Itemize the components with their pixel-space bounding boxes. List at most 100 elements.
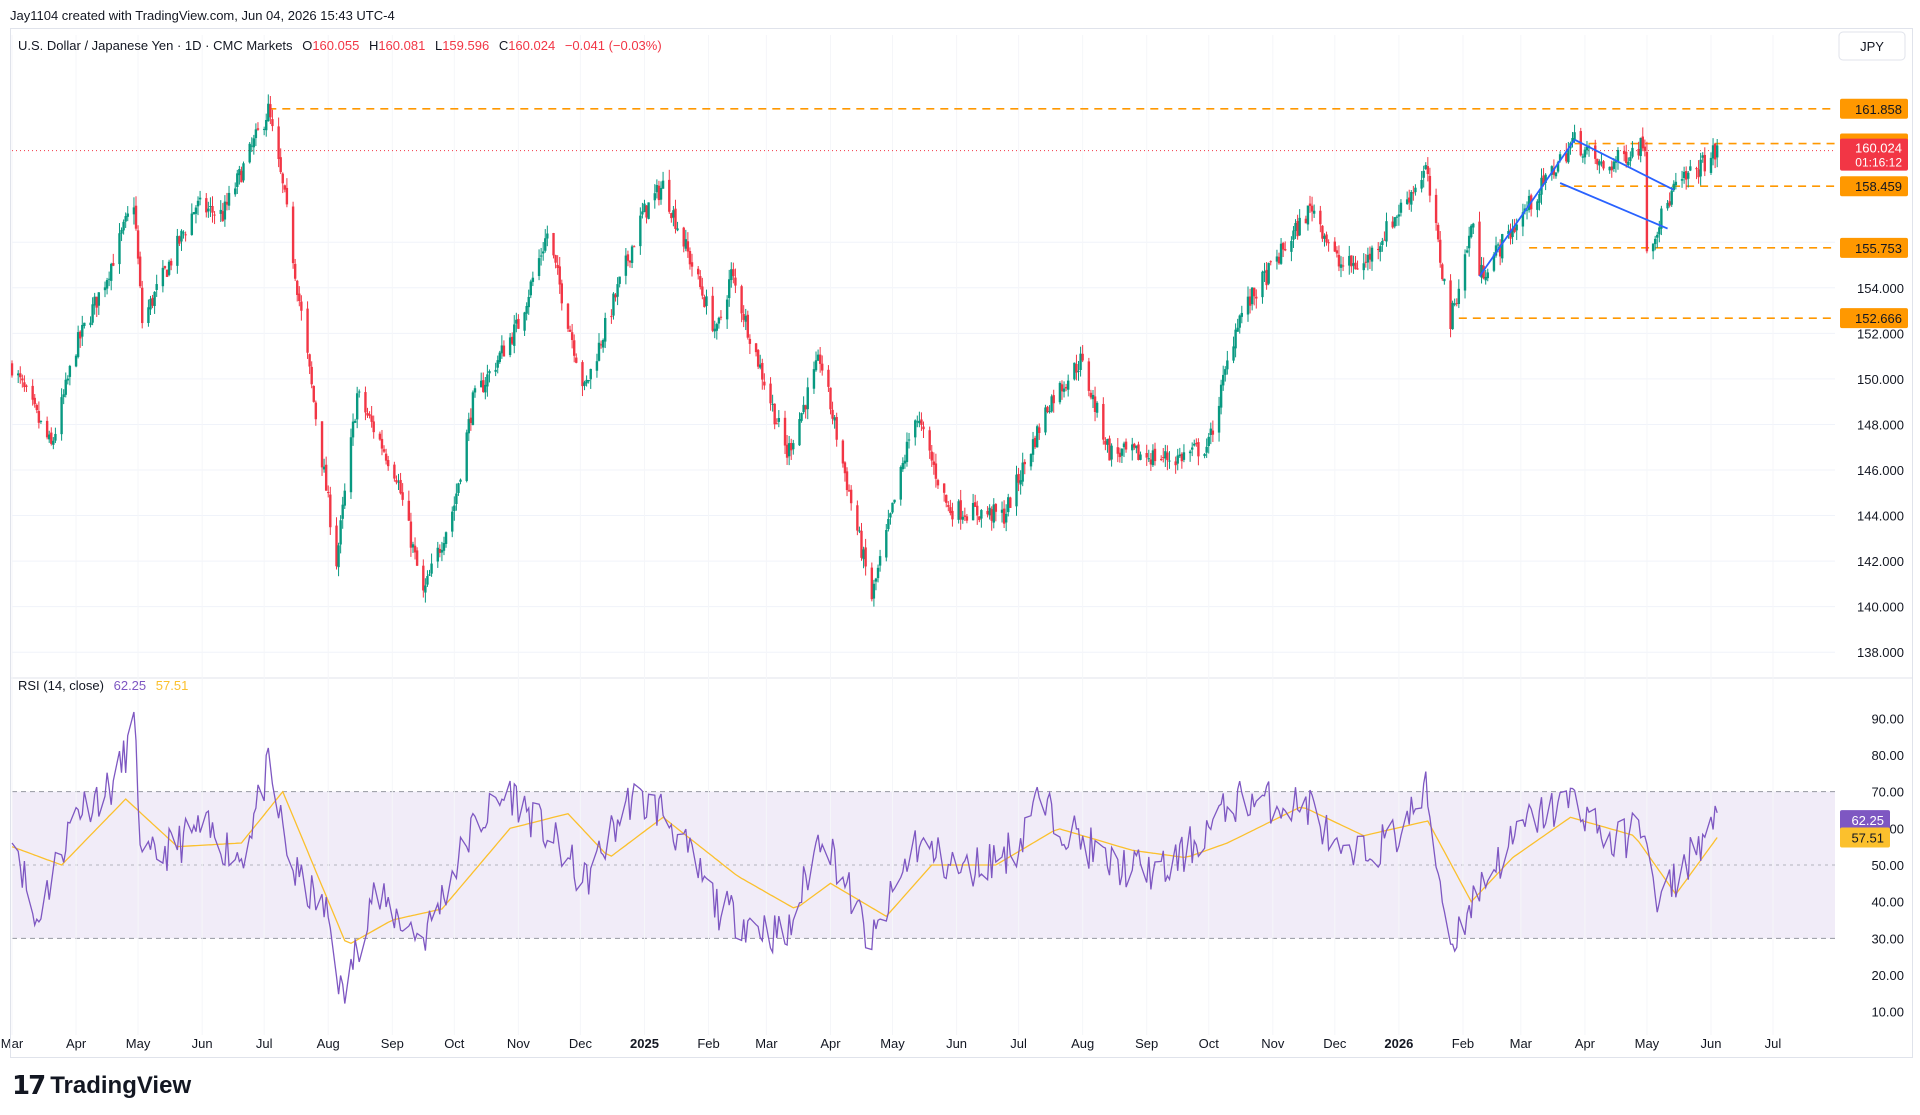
candle-body (1370, 247, 1374, 262)
candle-body (761, 362, 764, 380)
candle-body (149, 298, 152, 310)
time-axis-tick: Jul (1765, 1036, 1782, 1051)
candle-body (496, 360, 499, 368)
time-axis-tick: Apr (820, 1036, 841, 1051)
candle-body (922, 426, 925, 430)
candle-body (486, 374, 489, 387)
candle-body (1672, 183, 1675, 191)
level-price-tag (1840, 308, 1908, 329)
time-axis-tick: Jun (1701, 1036, 1722, 1051)
candle-body (293, 263, 297, 279)
candle-body (1379, 246, 1382, 253)
candle-body (847, 490, 851, 492)
candle-body (1625, 151, 1628, 163)
candle-body (771, 403, 774, 405)
candle-body (874, 578, 878, 582)
candle-body (298, 293, 301, 302)
candle-body (1354, 262, 1357, 270)
candle-body (566, 303, 570, 329)
candle-body (1118, 452, 1122, 458)
candle-body (300, 301, 303, 311)
candle-body (792, 443, 795, 450)
candle-body (234, 188, 237, 195)
candle-body (1441, 264, 1444, 280)
tradingview-logo-text: TradingView (50, 1072, 192, 1099)
candle-body (118, 233, 121, 265)
candle-body (1536, 201, 1539, 210)
candle-body (1294, 223, 1297, 232)
candle-body (1426, 166, 1430, 175)
candle-body (930, 451, 933, 461)
candle-body (242, 163, 245, 181)
candle-body (1598, 161, 1601, 166)
candle-body (725, 299, 729, 320)
candle-body (1594, 145, 1597, 159)
candle-body (384, 453, 388, 461)
candle-body (862, 549, 865, 560)
candle-body (1033, 437, 1037, 448)
candle-body (1073, 362, 1076, 380)
pattern-trendline (1574, 138, 1675, 191)
candle-body (942, 483, 946, 493)
candle-body (1319, 210, 1322, 225)
candle-body (728, 279, 731, 299)
candle-body (1195, 442, 1198, 444)
candle-body (95, 296, 98, 308)
candle-body (473, 388, 477, 393)
candle-body (213, 214, 216, 216)
candle-body (843, 462, 847, 474)
candle-body (713, 328, 716, 332)
candle-body (248, 143, 251, 163)
candle-body (568, 329, 572, 332)
candle-body (878, 556, 882, 566)
candle-body (1095, 402, 1099, 413)
candle-body (610, 316, 613, 318)
candle-body (1600, 162, 1603, 164)
candle-body (802, 404, 805, 413)
candle-body (1610, 166, 1613, 171)
candle-body (1674, 181, 1678, 186)
candle-body (1455, 303, 1458, 305)
candle-body (339, 520, 342, 545)
level-price-tag (1840, 176, 1908, 197)
candle-body (324, 464, 328, 491)
candle-body (1637, 148, 1640, 156)
candle-body (688, 251, 692, 265)
candle-body (599, 344, 603, 346)
candle-body (719, 316, 723, 318)
candle-body (618, 276, 621, 284)
close-value: 160.024 (508, 38, 555, 53)
rsi-axis-tick: 40.00 (1871, 895, 1904, 910)
candle-body (1377, 248, 1380, 250)
candle-body (482, 380, 485, 392)
candle-body (816, 354, 820, 361)
price-axis-tick: 152.000 (1857, 326, 1904, 341)
tradingview-logo[interactable]: 17 TradingView (12, 1071, 191, 1101)
candle-body (655, 185, 659, 193)
rsi-ma-line (11, 790, 1718, 945)
candle-body (1467, 235, 1471, 249)
candle-body (50, 432, 53, 444)
bar-countdown-label: 01:16:12 (1855, 156, 1902, 170)
candle-body (1203, 453, 1206, 457)
candle-body (558, 266, 561, 285)
candle-body (355, 393, 359, 420)
candle-body (256, 128, 260, 130)
candle-body (1188, 451, 1192, 454)
candle-body (1124, 441, 1128, 450)
candle-body (93, 296, 96, 306)
candle-body (903, 460, 907, 464)
time-axis-tick: Jun (192, 1036, 213, 1051)
candle-body (169, 260, 173, 266)
candle-body (1482, 265, 1485, 279)
candle-body (783, 417, 787, 446)
symbol-label: U.S. Dollar / Japanese Yen · 1D · CMC Ma… (18, 38, 293, 53)
candle-body (1627, 161, 1630, 166)
candle-body (1265, 269, 1268, 286)
currency-button[interactable] (1838, 31, 1906, 61)
candle-body (1701, 155, 1704, 158)
candle-body (827, 369, 830, 387)
candle-body (1182, 452, 1186, 460)
candle-body (411, 544, 415, 548)
candle-body (1658, 227, 1661, 235)
